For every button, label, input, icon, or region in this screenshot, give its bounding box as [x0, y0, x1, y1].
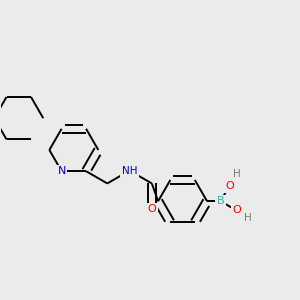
Text: H: H — [233, 169, 241, 179]
Text: O: O — [232, 205, 241, 215]
Text: NH: NH — [122, 166, 137, 176]
Text: B: B — [217, 196, 224, 206]
Text: N: N — [57, 166, 66, 176]
Text: O: O — [148, 204, 156, 214]
Text: H: H — [244, 213, 252, 223]
Text: O: O — [226, 181, 235, 191]
